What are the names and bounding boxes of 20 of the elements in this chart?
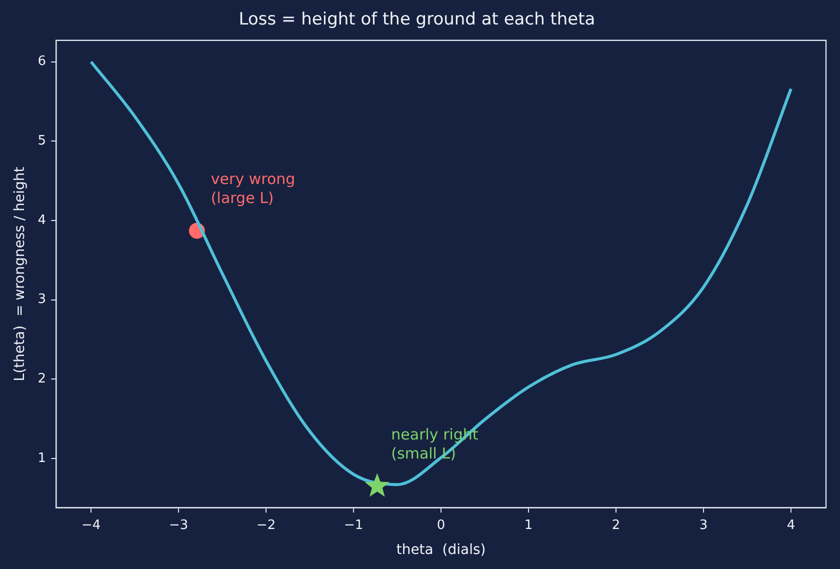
y-axis-title: L(theta) = wrongness / height (12, 166, 28, 382)
x-axis-title: theta (dials) (396, 542, 486, 558)
annotation: very wrong (large L) (210, 170, 296, 208)
x-tick-label: −2 (256, 518, 276, 533)
chart-title: Loss = height of the ground at each theta (238, 10, 596, 30)
line-series (90, 60, 793, 486)
x-tick-label: 3 (699, 518, 708, 533)
y-tick-label: 5 (38, 134, 46, 149)
x-tick-label: 0 (436, 518, 446, 533)
x-tick-label: 2 (612, 518, 620, 533)
y-tick-label: 2 (38, 371, 46, 386)
x-tick-label: −4 (81, 518, 101, 533)
x-tick-label: −3 (168, 518, 188, 533)
x-tick-label: 1 (524, 518, 533, 533)
y-tick-label: 4 (38, 212, 46, 228)
y-tick-label: 6 (38, 54, 46, 70)
y-tick-label: 1 (38, 450, 46, 466)
x-tick-label: −1 (344, 518, 364, 533)
y-tick-label: 3 (38, 292, 46, 308)
x-tick-label: 4 (786, 518, 796, 533)
